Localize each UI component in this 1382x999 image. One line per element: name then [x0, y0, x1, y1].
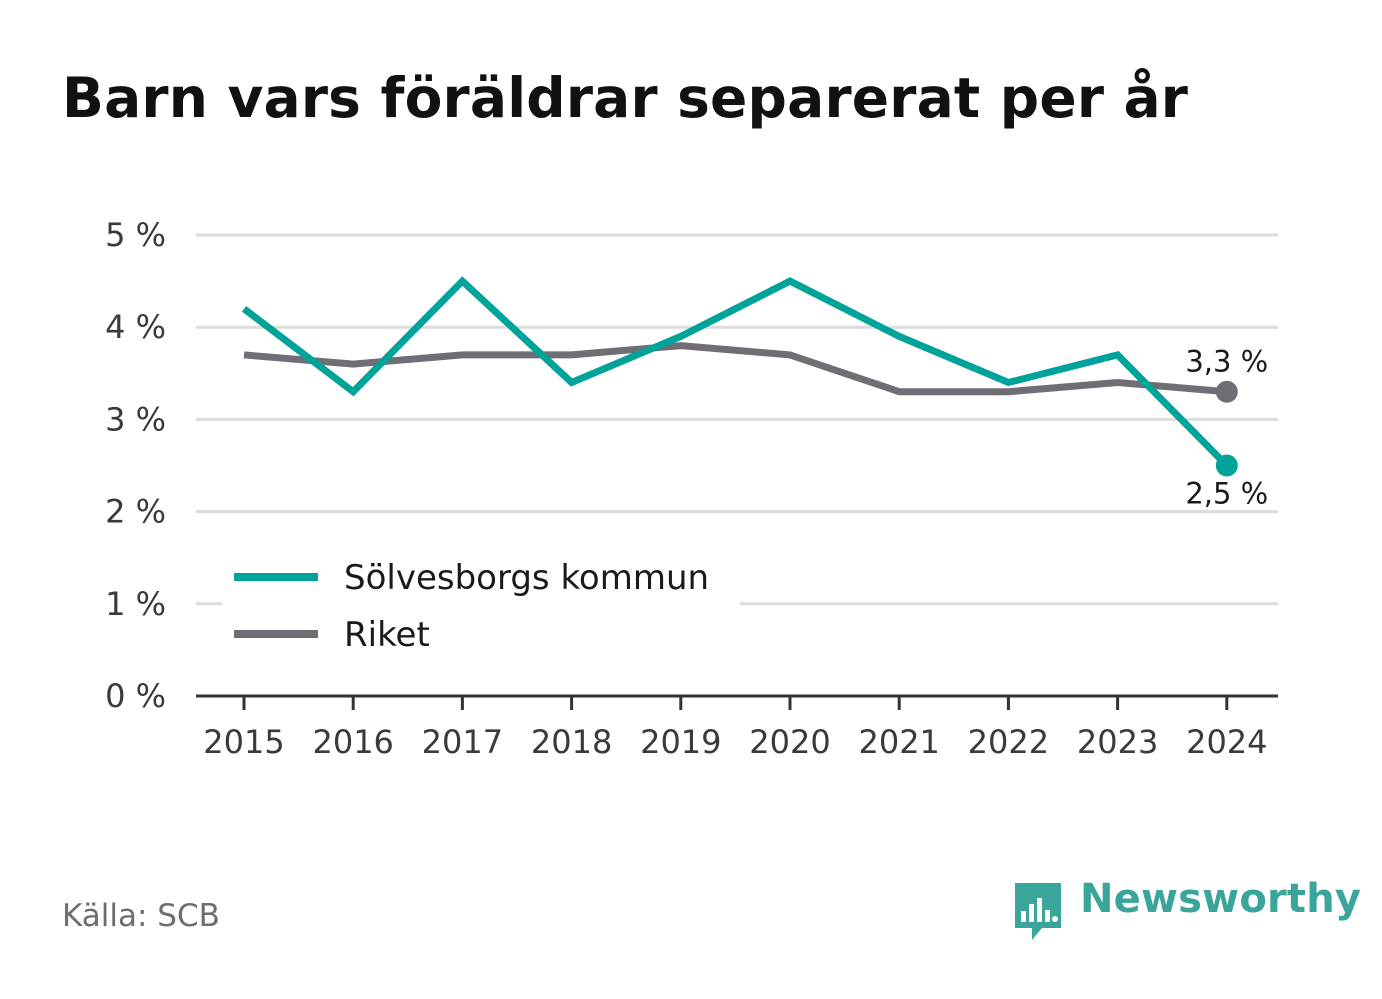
end-point-marker [1215, 454, 1238, 477]
end-value-label: 2,5 % [1185, 477, 1268, 511]
x-tick-label: 2015 [203, 723, 284, 761]
legend-background [222, 548, 740, 668]
y-tick-label: 2 % [105, 493, 166, 531]
y-axis-labels: 0 % 1 % 2 % 3 % 4 % 5 % [105, 216, 166, 715]
x-tick-label: 2022 [968, 723, 1049, 761]
y-tick-label: 4 % [105, 308, 166, 346]
x-tick-label: 2019 [640, 723, 721, 761]
x-tick-label: 2021 [858, 723, 939, 761]
y-tick-label: 0 % [105, 677, 166, 715]
x-tick-label: 2017 [422, 723, 503, 761]
x-tick-label: 2023 [1077, 723, 1158, 761]
legend-label: Riket [344, 615, 430, 655]
end-value-label: 3,3 % [1185, 345, 1268, 379]
series-lines [241, 276, 1238, 477]
y-tick-label: 5 % [105, 216, 166, 254]
series-line [243, 342, 1228, 396]
x-tick-label: 2020 [749, 723, 830, 761]
x-tick-label: 2016 [312, 723, 393, 761]
y-tick-label: 1 % [105, 585, 166, 623]
x-tick-label: 2024 [1186, 723, 1267, 761]
x-tick-label: 2018 [531, 723, 612, 761]
newsworthy-logo-icon [1015, 883, 1061, 940]
end-point-marker [1215, 380, 1238, 403]
chart-title: Barn vars föräldrar separerat per år [62, 66, 1189, 130]
series-line [241, 276, 1230, 468]
source-note: Källa: SCB [62, 898, 220, 934]
legend: Sölvesborgs kommun Riket [222, 548, 740, 668]
legend-label: Sölvesborgs kommun [344, 558, 709, 598]
y-tick-label: 3 % [105, 400, 166, 438]
x-axis: 2015 2016 2017 2018 2019 2020 2021 2022 2023 2024 [196, 694, 1278, 761]
end-labels: 3,3 % 2,5 % [1182, 342, 1271, 514]
brand-name: Newsworthy [1080, 876, 1362, 922]
